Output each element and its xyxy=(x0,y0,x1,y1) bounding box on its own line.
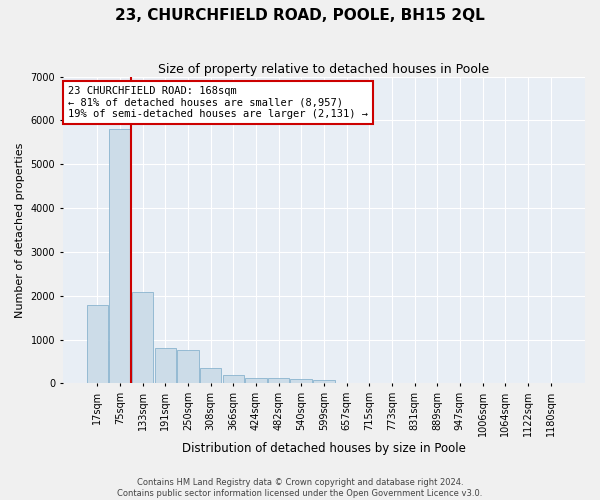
Bar xyxy=(245,378,266,384)
Bar xyxy=(200,368,221,384)
Bar xyxy=(313,380,335,384)
Y-axis label: Number of detached properties: Number of detached properties xyxy=(15,142,25,318)
Bar xyxy=(132,292,154,384)
Bar xyxy=(290,379,312,384)
Text: Contains HM Land Registry data © Crown copyright and database right 2024.
Contai: Contains HM Land Registry data © Crown c… xyxy=(118,478,482,498)
Bar xyxy=(177,350,199,384)
Text: 23 CHURCHFIELD ROAD: 168sqm
← 81% of detached houses are smaller (8,957)
19% of : 23 CHURCHFIELD ROAD: 168sqm ← 81% of det… xyxy=(68,86,368,119)
Bar xyxy=(86,306,108,384)
Bar xyxy=(223,375,244,384)
Title: Size of property relative to detached houses in Poole: Size of property relative to detached ho… xyxy=(158,62,490,76)
Text: 23, CHURCHFIELD ROAD, POOLE, BH15 2QL: 23, CHURCHFIELD ROAD, POOLE, BH15 2QL xyxy=(115,8,485,22)
X-axis label: Distribution of detached houses by size in Poole: Distribution of detached houses by size … xyxy=(182,442,466,455)
Bar xyxy=(155,348,176,384)
Bar xyxy=(268,378,289,384)
Bar xyxy=(109,129,131,384)
